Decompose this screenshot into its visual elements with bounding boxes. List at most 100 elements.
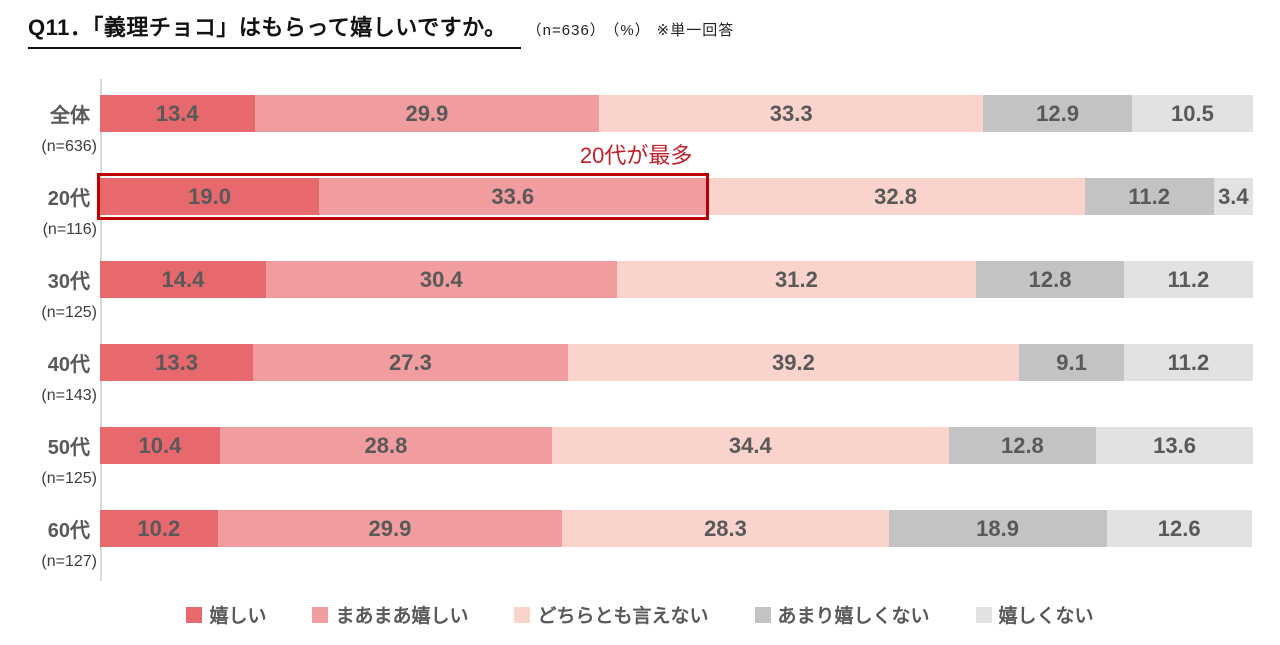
category-label: 50代 bbox=[47, 437, 90, 459]
chart-rows: 全体 (n=636) 13.4 29.9 33.3 12.9 10.5 20代 (n=116) 1… bbox=[0, 79, 1280, 593]
value-label: 10.5 bbox=[1171, 100, 1214, 126]
value-label: 19.0 bbox=[188, 183, 231, 209]
bar-segment: 12.6 bbox=[1106, 510, 1252, 547]
bar-segment: 12.8 bbox=[976, 261, 1124, 298]
value-label: 33.3 bbox=[769, 100, 813, 126]
value-label: 9.1 bbox=[1056, 349, 1087, 375]
bar-segment: 28.3 bbox=[562, 510, 889, 547]
row-label: 20代 (n=116) bbox=[0, 178, 100, 261]
title-unit: （%） bbox=[611, 22, 651, 39]
value-label: 11.2 bbox=[1167, 349, 1210, 375]
legend-item: どちらとも言えない bbox=[514, 601, 709, 628]
legend-label: あまり嬉しくない bbox=[777, 606, 930, 627]
category-label: 40代 bbox=[47, 354, 90, 376]
legend-swatch-icon bbox=[514, 606, 531, 623]
bar-track: 13.3 27.3 39.2 9.1 11.2 bbox=[100, 344, 1253, 381]
bar-segment: 29.9 bbox=[254, 95, 600, 132]
legend-label: まあまあ嬉しい bbox=[335, 606, 469, 627]
category-label: 20代 bbox=[47, 188, 90, 210]
bar-segment: 34.4 bbox=[551, 427, 949, 464]
bar-segment: 10.4 bbox=[100, 427, 220, 464]
value-label: 29.9 bbox=[405, 100, 449, 126]
sample-size-label: (n=636) bbox=[41, 138, 97, 155]
bar-segment: 12.9 bbox=[983, 95, 1132, 132]
page-title: Q11．「義理チョコ」はもらって嬉しいですか。 bbox=[28, 10, 521, 49]
bar-segment: 31.2 bbox=[616, 261, 977, 298]
legend-label: 嬉しくない bbox=[998, 606, 1094, 627]
legend-label: どちらとも言えない bbox=[537, 606, 709, 627]
bar-segment: 27.3 bbox=[253, 344, 568, 381]
value-label: 12.8 bbox=[1028, 266, 1072, 292]
row-label: 30代 (n=125) bbox=[0, 261, 100, 344]
bar-row: 30代 (n=125) 14.4 30.4 31.2 12.8 11.2 bbox=[0, 261, 1280, 344]
category-label: 30代 bbox=[47, 271, 90, 293]
bar-segment: 11.2 bbox=[1123, 261, 1253, 298]
bar-segment: 33.3 bbox=[599, 95, 984, 132]
bar-segment: 11.2 bbox=[1123, 344, 1253, 381]
bar-segment: 3.4 bbox=[1213, 178, 1253, 215]
bar-segment: 14.4 bbox=[100, 261, 267, 298]
bar-track: 13.4 29.9 33.3 12.9 10.5 bbox=[100, 95, 1253, 132]
annotation-label: 20代が最多 bbox=[579, 143, 693, 168]
category-label: 全体 bbox=[50, 105, 90, 127]
legend-swatch-icon bbox=[975, 606, 992, 623]
legend-label: 嬉しい bbox=[209, 606, 267, 627]
value-label: 10.2 bbox=[137, 515, 181, 541]
sample-size-label: (n=127) bbox=[41, 553, 97, 570]
sample-size-label: (n=125) bbox=[41, 470, 97, 487]
value-label: 33.6 bbox=[491, 183, 535, 209]
row-label: 全体 (n=636) bbox=[0, 95, 100, 178]
stacked-bar-chart: 全体 (n=636) 13.4 29.9 33.3 12.9 10.5 20代 (n=116) 1… bbox=[0, 79, 1280, 628]
row-label: 40代 (n=143) bbox=[0, 344, 100, 427]
category-label: 60代 bbox=[47, 520, 90, 542]
value-label: 10.4 bbox=[138, 432, 182, 458]
bar-segment: 30.4 bbox=[266, 261, 617, 298]
chart-legend: 嬉しい まあまあ嬉しい どちらとも言えない あまり嬉しくない 嬉しくない bbox=[0, 601, 1280, 628]
bar-segment: 32.8 bbox=[706, 178, 1085, 215]
value-label: 28.3 bbox=[704, 515, 747, 541]
bar-segment: 10.5 bbox=[1131, 95, 1253, 132]
bar-segment: 29.9 bbox=[217, 510, 563, 547]
value-label: 39.2 bbox=[771, 349, 815, 375]
bar-row: 40代 (n=143) 13.3 27.3 39.2 9.1 11.2 bbox=[0, 344, 1280, 427]
value-label: 12.6 bbox=[1157, 515, 1201, 541]
bar-track: 19.0 33.6 32.8 11.2 3.4 20代が最多 bbox=[97, 143, 1253, 220]
bar-row: 全体 (n=636) 13.4 29.9 33.3 12.9 10.5 bbox=[0, 95, 1280, 178]
sample-size-label: (n=116) bbox=[42, 221, 97, 238]
value-label: 34.4 bbox=[728, 432, 772, 458]
sample-size-label: (n=143) bbox=[41, 387, 97, 404]
bar-track: 10.2 29.9 28.3 18.9 12.6 bbox=[100, 510, 1253, 547]
bar-track: 14.4 30.4 31.2 12.8 11.2 bbox=[100, 261, 1253, 298]
legend-item: まあまあ嬉しい bbox=[312, 601, 468, 628]
bar-segment: 9.1 bbox=[1019, 344, 1124, 381]
value-label: 13.3 bbox=[155, 349, 198, 375]
bar-segment: 39.2 bbox=[567, 344, 1020, 381]
value-label: 30.4 bbox=[419, 266, 463, 292]
legend-swatch-icon bbox=[186, 606, 203, 623]
bar-segment: 28.8 bbox=[219, 427, 552, 464]
bar-track: 10.4 28.8 34.4 12.8 13.6 bbox=[100, 427, 1253, 464]
legend-item: 嬉しくない bbox=[975, 601, 1094, 628]
sample-size-label: (n=125) bbox=[41, 304, 97, 321]
value-label: 14.4 bbox=[161, 266, 205, 292]
value-label: 12.8 bbox=[1000, 432, 1044, 458]
bar-segment: 11.2 bbox=[1084, 178, 1214, 215]
value-label: 12.9 bbox=[1036, 100, 1079, 126]
bar-segment: 13.6 bbox=[1096, 427, 1253, 464]
value-label: 13.4 bbox=[155, 100, 199, 126]
title-sample-size: （n=636） bbox=[526, 22, 606, 39]
bar-row: 20代 (n=116) 19.0 33.6 32.8 11.2 3.4 20代が最多 bbox=[0, 143, 1280, 261]
value-label: 11.2 bbox=[1128, 183, 1170, 209]
value-label: 3.4 bbox=[1218, 183, 1249, 209]
page-header: Q11．「義理チョコ」はもらって嬉しいですか。 （n=636） （%） ※単一回答 bbox=[0, 0, 1280, 49]
legend-swatch-icon bbox=[754, 606, 771, 623]
bar-segment: 19.0 bbox=[100, 178, 320, 215]
legend-item: あまり嬉しくない bbox=[754, 601, 930, 628]
bar-segment: 18.9 bbox=[888, 510, 1107, 547]
bar-row: 50代 (n=125) 10.4 28.8 34.4 12.8 13.6 bbox=[0, 427, 1280, 510]
legend-item: 嬉しい bbox=[186, 601, 266, 628]
bar-segment: 13.4 bbox=[100, 95, 255, 132]
bar-segment: 13.3 bbox=[100, 344, 254, 381]
value-label: 29.9 bbox=[368, 515, 412, 541]
value-label: 28.8 bbox=[364, 432, 408, 458]
